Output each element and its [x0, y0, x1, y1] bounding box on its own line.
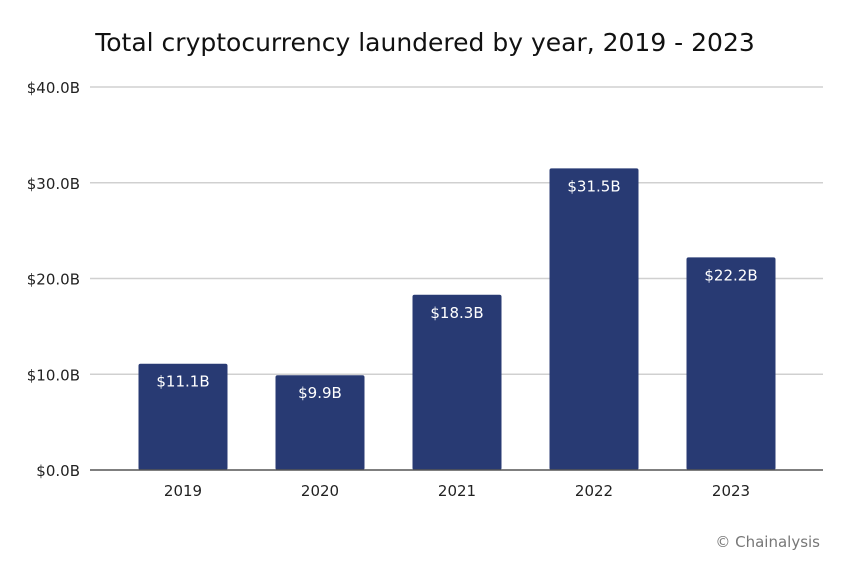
bar [275, 375, 365, 470]
data-label: $22.2B [704, 266, 757, 284]
x-tick-label: 2022 [575, 482, 613, 500]
y-tick-label: $10.0B [27, 366, 80, 384]
credit-text: © Chainalysis [715, 533, 820, 551]
data-label: $31.5B [567, 177, 620, 195]
bar [138, 363, 228, 470]
y-tick-label: $20.0B [27, 271, 80, 289]
chart-title: Total cryptocurrency laundered by year, … [95, 28, 755, 57]
x-tick-label: 2021 [438, 482, 476, 500]
x-tick-label: 2019 [164, 482, 202, 500]
bar [412, 294, 502, 470]
data-label: $9.9B [298, 384, 342, 402]
y-tick-label: $30.0B [27, 175, 80, 193]
data-label: $11.1B [156, 373, 209, 391]
data-label: $18.3B [430, 304, 483, 322]
x-tick-label: 2020 [301, 482, 339, 500]
y-tick-label: $0.0B [36, 462, 80, 480]
x-tick-label: 2023 [712, 482, 750, 500]
y-tick-label: $40.0B [27, 79, 80, 97]
bar [549, 168, 639, 470]
bar [686, 257, 776, 470]
